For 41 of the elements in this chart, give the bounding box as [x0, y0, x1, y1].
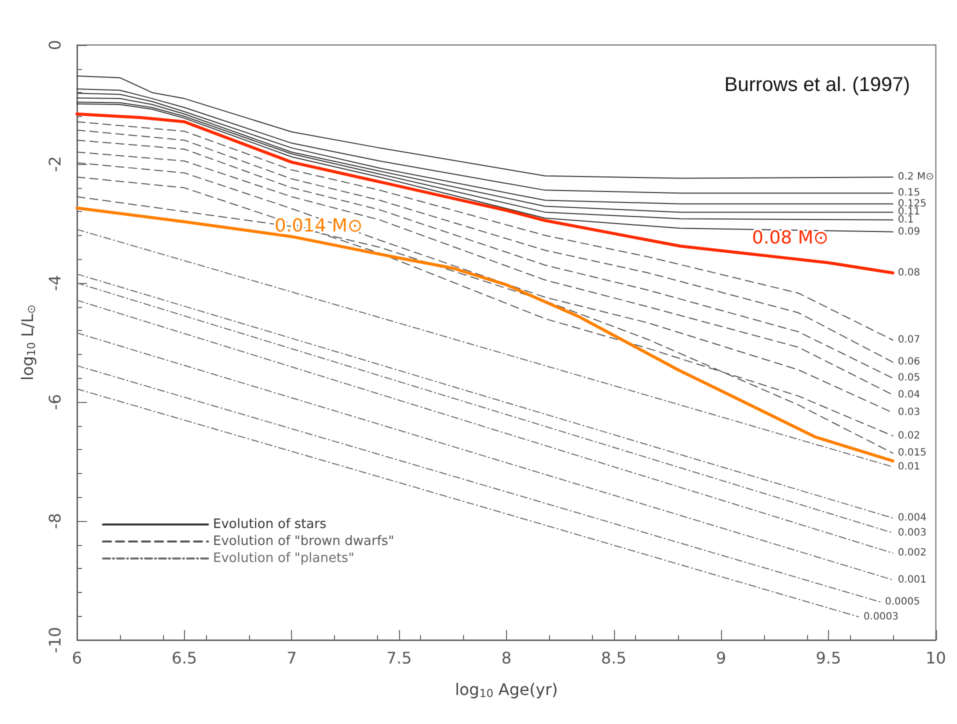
y-tick-label: -4 [46, 275, 64, 291]
annotation: 0.01 [898, 461, 920, 472]
annotation: 0.08 [898, 267, 920, 278]
annotation: 0.04 [898, 389, 920, 400]
text: Evolution of stars [213, 517, 327, 532]
annotation: 0.07 [898, 334, 920, 346]
annotation: 0.001 [898, 574, 927, 586]
x-tick-label: 8 [501, 648, 512, 668]
x-tick-label: 10 [926, 648, 946, 668]
y-tick-label: -6 [46, 394, 64, 410]
x-tick-label: 9.5 [816, 648, 842, 668]
x-tick-label: 8.5 [601, 648, 626, 668]
x-tick-label: 9 [716, 648, 726, 668]
y-tick-label: -2 [46, 156, 64, 172]
annotation: 0.08 M⊙ [752, 227, 828, 248]
x-tick-label: 6 [72, 648, 82, 668]
annotation: 0.15 [898, 188, 920, 199]
line-series [76, 112, 894, 274]
annotation: 0.003 [898, 527, 927, 538]
annotation: 0.03 [898, 407, 920, 418]
text: Evolution of "planets" [213, 551, 354, 566]
line-series [76, 206, 894, 462]
y-tick-label: -8 [46, 513, 64, 529]
y-tick-label: -10 [46, 626, 64, 654]
annotation: 0.004 [898, 512, 927, 524]
x-tick-label: 7.5 [386, 648, 412, 668]
y-tick-label: 0 [46, 40, 64, 50]
x-tick-label: 6.5 [172, 648, 198, 668]
annotation: 0.002 [898, 548, 927, 559]
annotation: 0.02 [898, 430, 920, 442]
annotation: 0.0003 [864, 611, 899, 622]
annotation: 0.2 M⊙ [898, 172, 934, 183]
annotation: Burrows et al. (1997) [724, 74, 910, 96]
annotation: 0.09 [898, 226, 920, 238]
annotation: 0.0005 [884, 596, 920, 608]
text: Evolution of "brown dwarfs" [213, 534, 394, 549]
x-tick-label: 7 [286, 648, 297, 668]
annotation: 0.05 [898, 372, 920, 384]
annotation: 0.06 [898, 356, 920, 368]
y-axis-title: log10 L/L⊙ [18, 304, 38, 380]
annotation: 0.015 [898, 448, 927, 459]
